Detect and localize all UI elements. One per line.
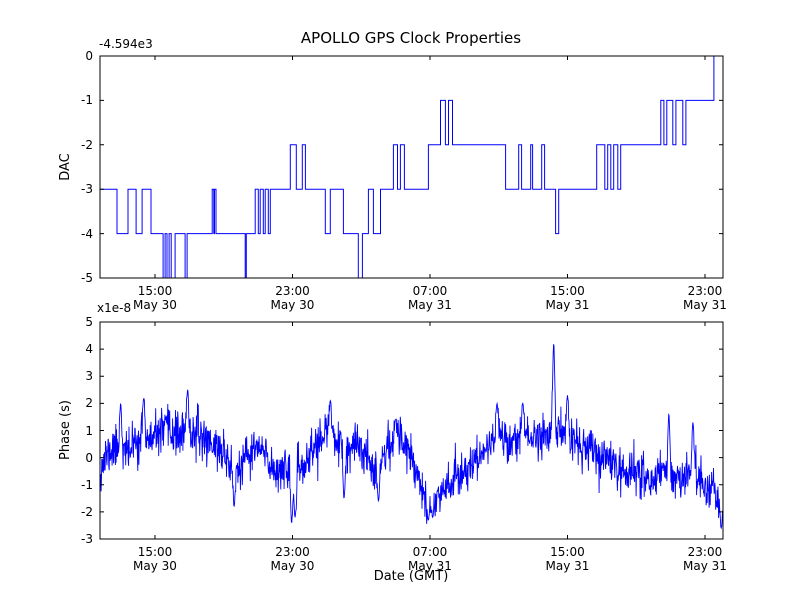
tick-marks	[100, 321, 723, 540]
phase-ytick-label: 3	[85, 369, 93, 384]
phase-ytick-label: -2	[81, 504, 93, 519]
xtick-time-label: 23:00	[687, 284, 723, 298]
xtick-time-label: 15:00	[137, 545, 173, 559]
dac-ytick-label: -1	[81, 93, 93, 108]
xtick-date-label: May 31	[545, 298, 590, 312]
dac-ytick-label: -4	[81, 226, 93, 241]
xtick-time-label: 15:00	[137, 284, 173, 298]
xtick-time-label: 23:00	[687, 545, 723, 559]
phase-ytick-label: 2	[85, 396, 93, 411]
xtick-date-label: May 30	[270, 298, 315, 312]
phase-ytick-label: -3	[81, 532, 93, 546]
xtick-time-label: 15:00	[550, 545, 585, 559]
x-axis-label: Date (GMT)	[373, 569, 449, 584]
xtick-date-label: May 30	[133, 298, 177, 312]
xtick-date-label: May 31	[408, 298, 452, 312]
phase-axis-label: Phase (s)	[57, 400, 73, 460]
dac-ytick-label: -2	[81, 137, 93, 152]
dac-ytick-label: 0	[85, 49, 93, 63]
plot-title: APOLLO GPS Clock Properties	[300, 29, 522, 47]
dac-axis-label: DAC	[57, 153, 73, 181]
xtick-date-label: May 31	[545, 559, 590, 573]
xtick-date-label: May 31	[683, 298, 727, 312]
phase-ytick-label: 1	[85, 423, 93, 438]
xtick-date-label: May 30	[270, 559, 315, 573]
xtick-date-label: May 31	[408, 559, 452, 573]
dac-ytick-label: -5	[81, 271, 93, 285]
xtick-time-label: 07:00	[412, 545, 448, 559]
dac-ytick-label: -3	[81, 182, 93, 197]
xtick-date-label: May 31	[683, 559, 727, 573]
tick-marks	[100, 55, 723, 279]
dac-offset-text: -4.594e3	[99, 37, 153, 51]
phase-ytick-label: -1	[81, 477, 93, 492]
phase-ytick-label: 0	[85, 450, 93, 465]
xtick-time-label: 23:00	[275, 545, 310, 559]
phase-ytick-label: 5	[85, 315, 93, 329]
dac-plot-frame	[99, 55, 724, 279]
phase-series-line	[99, 344, 724, 530]
dac-series-line	[100, 55, 723, 279]
xtick-time-label: 23:00	[275, 284, 310, 298]
xtick-time-label: 07:00	[412, 284, 448, 298]
xtick-date-label: May 30	[133, 559, 177, 573]
phase-offset-text: x1e-8	[97, 301, 132, 315]
phase-ytick-label: 4	[85, 342, 93, 357]
xtick-time-label: 15:00	[550, 284, 585, 298]
